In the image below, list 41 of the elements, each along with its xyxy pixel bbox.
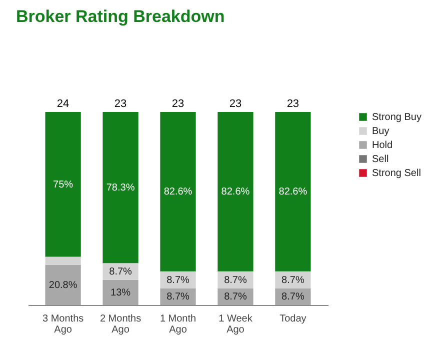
data-label: 8.7% <box>282 292 304 303</box>
annotation: 23 <box>229 98 242 110</box>
chart-title: Broker Rating Breakdown <box>16 7 225 26</box>
data-label: 82.6% <box>164 186 192 198</box>
data-label: 82.6% <box>278 186 308 198</box>
annotation: 23 <box>172 98 184 110</box>
bar <box>218 112 254 272</box>
annotation: 24 <box>56 98 70 110</box>
data-label: 82.6% <box>221 186 250 198</box>
bar <box>275 112 311 272</box>
data-label: 13% <box>110 287 131 298</box>
data-label: 8.7% <box>224 292 247 303</box>
bar <box>45 256 81 265</box>
legend-label: Sell <box>372 154 389 165</box>
data-label: 75% <box>53 179 74 190</box>
data-label: 8.7% <box>109 266 132 278</box>
data-label: 8.7% <box>166 274 190 286</box>
legend-label: Buy <box>372 126 390 137</box>
bar <box>102 112 138 264</box>
data-label: 8.7% <box>166 292 190 303</box>
bar <box>45 264 81 305</box>
bar <box>102 280 138 305</box>
bar <box>275 288 311 305</box>
data-label: 8.7% <box>224 274 247 286</box>
bar <box>160 112 196 272</box>
bar <box>218 288 254 305</box>
x-tick-label: 1 Week Ago <box>218 314 254 336</box>
legend-label: Hold <box>372 140 393 151</box>
legend-label: Strong Buy <box>372 112 422 123</box>
data-label: 20.8% <box>48 280 78 291</box>
bar <box>45 112 81 257</box>
bar <box>160 288 196 305</box>
x-tick-label: 1 Month Ago <box>160 314 196 336</box>
x-tick-label: 2 Months Ago <box>100 314 142 336</box>
x-tick-label: Today <box>280 314 306 324</box>
data-label: 8.7% <box>282 274 304 286</box>
x-tick-label: 3 Months Ago <box>42 314 84 336</box>
annotation: 23 <box>114 98 127 110</box>
annotation: 23 <box>286 98 300 110</box>
legend-label: Strong Sell <box>372 168 421 179</box>
data-label: 78.3% <box>106 182 135 194</box>
